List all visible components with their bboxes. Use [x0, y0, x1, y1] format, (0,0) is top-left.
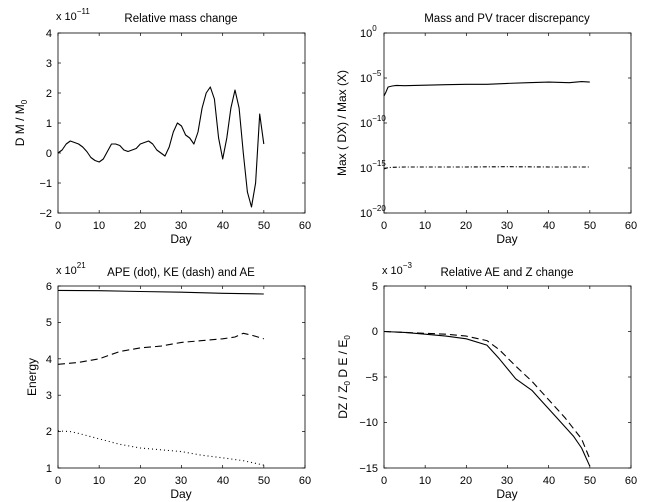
- y-tick-label: 0: [46, 148, 52, 160]
- x-tick-label: 50: [584, 475, 596, 487]
- x-tick-labels: 0 10 20 30 40 50 60: [381, 220, 637, 232]
- x-tick-label: 40: [217, 475, 229, 487]
- plot-frame: [383, 32, 632, 214]
- tick-marks: [383, 32, 632, 214]
- y-tick-labels: 1 2 3 4 5 6: [46, 281, 52, 475]
- x-tick-label: 20: [460, 475, 472, 487]
- x-tick-label: 10: [93, 220, 105, 232]
- series-line-dashdot: [383, 166, 590, 170]
- series-line-dashed: [383, 330, 591, 460]
- x-tick-label: 50: [258, 475, 270, 487]
- x-tick-label: 20: [134, 220, 146, 232]
- x-tick-labels: 0 10 20 30 40 50 60: [55, 220, 311, 232]
- panel-energy: APE (dot), KE (dash) and AE x 1021 Day E…: [25, 261, 311, 501]
- x-tick-label: 20: [134, 475, 146, 487]
- chart-title: Relative AE and Z change: [441, 267, 574, 279]
- panel-relative-ae-z-change: Relative AE and Z change x 10−3 Day DZ /…: [336, 261, 637, 501]
- x-tick-label: 0: [381, 475, 387, 487]
- plot-frame: [57, 285, 306, 469]
- x-tick-label: 10: [93, 475, 105, 487]
- series-line-solid: [57, 86, 265, 208]
- y-tick-label: 2: [46, 426, 52, 438]
- y-axis-label: Energy: [25, 358, 39, 396]
- y-tick-label: 10−5: [360, 69, 382, 85]
- series-line-solid: [383, 81, 590, 97]
- y-tick-label: −1: [39, 178, 52, 190]
- series-line-dashed: [57, 332, 264, 365]
- chart-title: Mass and PV tracer discrepancy: [424, 13, 590, 25]
- y-multiplier: x 10−3: [382, 261, 412, 277]
- data-series: [383, 330, 591, 467]
- y-tick-label: 6: [46, 281, 52, 293]
- y-tick-labels: 10−20 10−15 10−10 10−5 100: [360, 24, 386, 220]
- tick-marks: [383, 285, 632, 469]
- x-tick-label: 40: [543, 220, 555, 232]
- data-series: [57, 289, 264, 466]
- y-tick-label: −10: [359, 417, 378, 429]
- series-line-solid: [383, 330, 591, 467]
- x-axis-label: Day: [170, 487, 191, 501]
- x-tick-labels: 0 10 20 30 40 50 60: [381, 475, 637, 487]
- x-tick-label: 40: [543, 475, 555, 487]
- x-tick-label: 60: [625, 220, 637, 232]
- x-tick-label: 30: [175, 220, 187, 232]
- y-tick-label: 1: [46, 463, 52, 475]
- y-tick-label: 3: [46, 58, 52, 70]
- plot-frame: [383, 285, 632, 469]
- y-axis-label: Max ( DX) / Max (X): [335, 70, 349, 176]
- plot-frame: [57, 32, 306, 214]
- x-tick-label: 60: [299, 475, 311, 487]
- x-tick-label: 10: [419, 475, 431, 487]
- x-tick-label: 60: [625, 475, 637, 487]
- series-line-solid: [57, 289, 264, 295]
- tick-marks: [57, 32, 306, 214]
- panel-relative-mass-change: Relative mass change x 10−11 Day D M / M…: [13, 7, 311, 246]
- x-tick-label: 10: [419, 220, 431, 232]
- y-tick-label: 3: [46, 390, 52, 402]
- y-tick-label: 100: [360, 24, 377, 40]
- y-tick-label: 2: [46, 88, 52, 100]
- x-tick-label: 60: [299, 220, 311, 232]
- y-tick-label: 4: [46, 28, 52, 40]
- y-tick-label: −2: [39, 208, 52, 220]
- y-tick-label: 10−20: [360, 204, 386, 220]
- data-series: [383, 81, 590, 170]
- x-tick-label: 50: [584, 220, 596, 232]
- y-tick-label: 0: [372, 326, 378, 338]
- x-axis-label: Day: [496, 232, 517, 246]
- x-tick-labels: 0 10 20 30 40 50 60: [55, 475, 311, 487]
- y-tick-label: −15: [359, 463, 378, 475]
- chart-title: APE (dot), KE (dash) and AE: [107, 267, 255, 279]
- tick-marks: [57, 285, 306, 469]
- panel-tracer-discrepancy: Mass and PV tracer discrepancy Day Max (…: [335, 13, 637, 246]
- y-tick-label: 4: [46, 354, 52, 366]
- x-tick-label: 20: [460, 220, 472, 232]
- x-tick-label: 0: [55, 220, 61, 232]
- x-axis-label: Day: [170, 232, 191, 246]
- y-tick-labels: −2 −1 0 1 2 3 4: [39, 28, 52, 220]
- y-tick-label: −5: [365, 372, 378, 384]
- x-tick-label: 40: [217, 220, 229, 232]
- y-tick-label: 10−15: [360, 159, 386, 175]
- series-line-dotted: [57, 430, 264, 466]
- x-tick-label: 50: [258, 220, 270, 232]
- x-tick-label: 0: [381, 220, 387, 232]
- y-axis-label: DZ / Z0 D E / E0: [336, 335, 352, 419]
- y-tick-label: 5: [372, 281, 378, 293]
- y-tick-label: 5: [46, 317, 52, 329]
- x-tick-label: 30: [501, 220, 513, 232]
- y-tick-labels: −15 −10 −5 0 5: [359, 281, 378, 475]
- y-multiplier: x 10−11: [56, 7, 90, 23]
- x-tick-label: 30: [501, 475, 513, 487]
- data-series: [57, 86, 265, 208]
- chart-title: Relative mass change: [124, 13, 237, 25]
- y-axis-label: D M / M0: [13, 99, 29, 146]
- x-tick-label: 0: [55, 475, 61, 487]
- x-axis-label: Day: [496, 487, 517, 501]
- x-tick-label: 30: [175, 475, 187, 487]
- y-multiplier: x 1021: [56, 261, 86, 277]
- y-tick-label: 10−10: [360, 114, 386, 130]
- y-tick-label: 1: [46, 118, 52, 130]
